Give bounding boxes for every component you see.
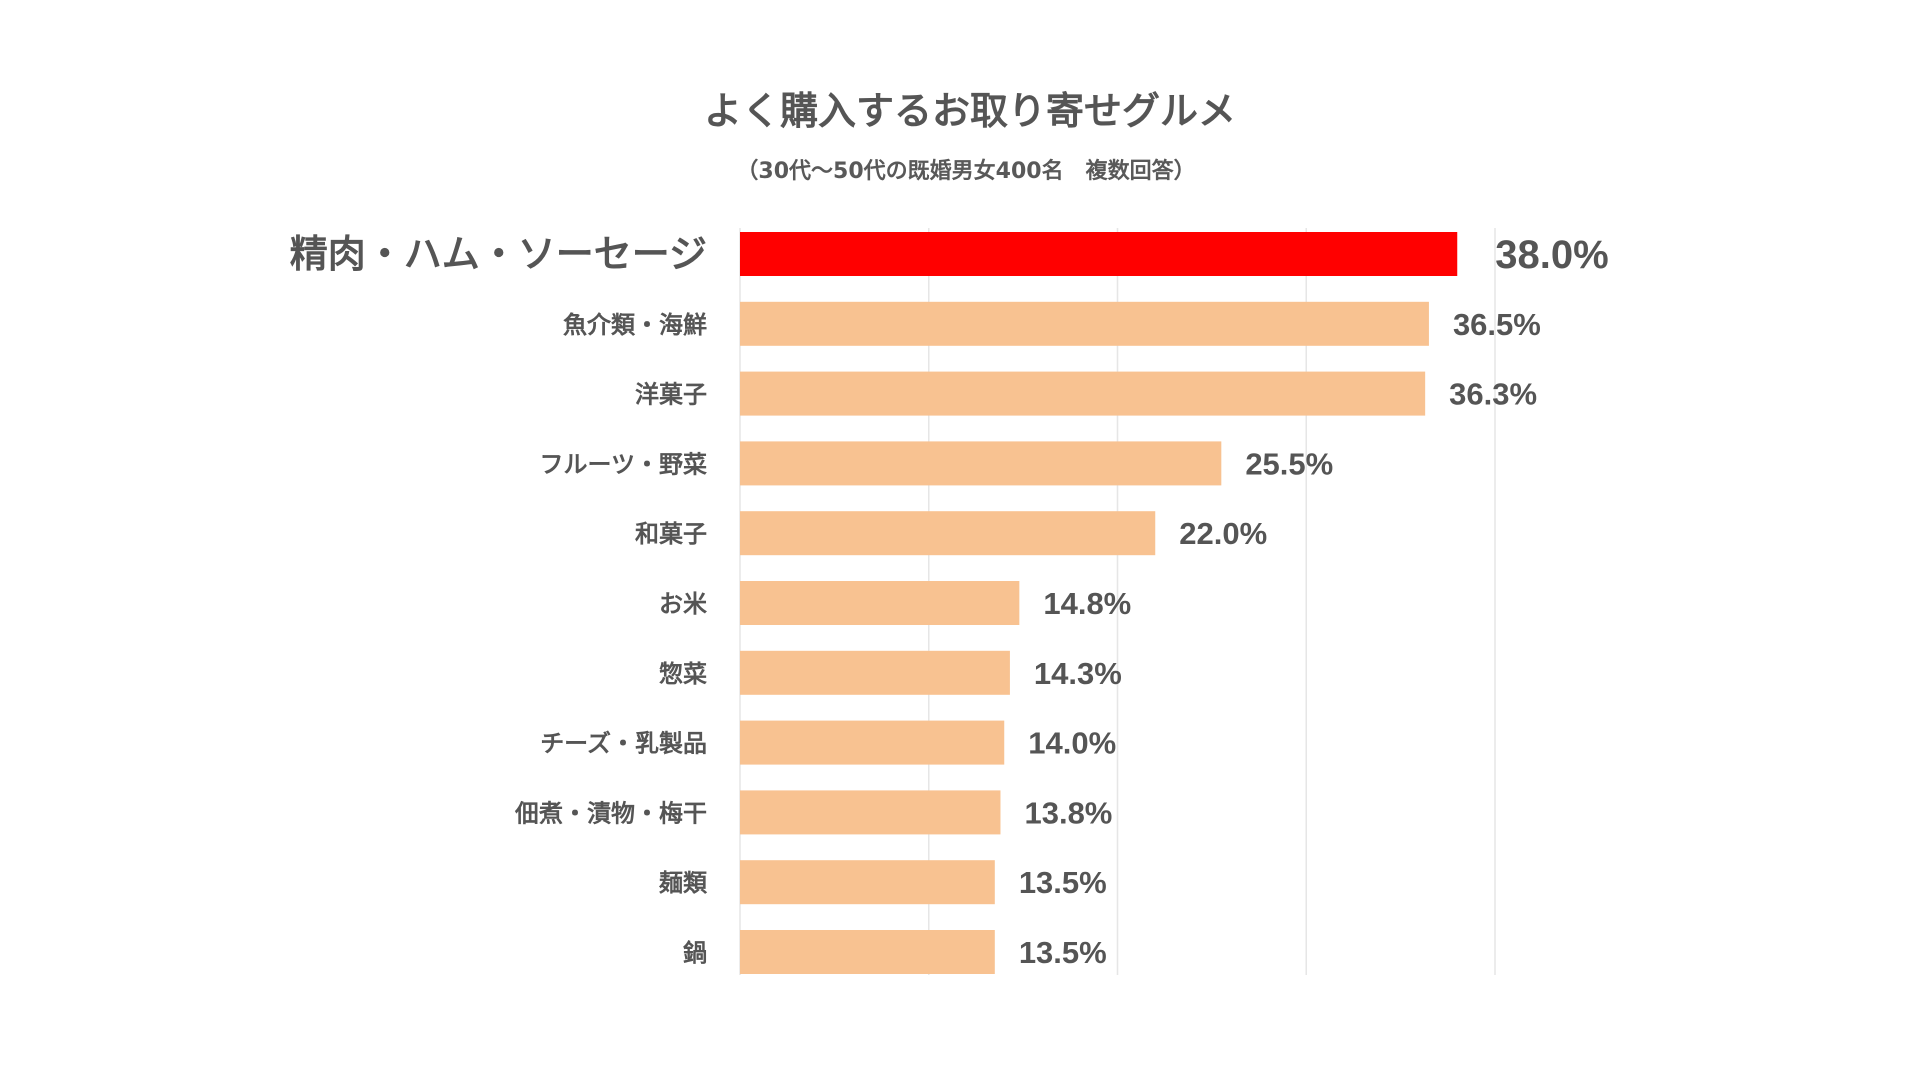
category-label: 精肉・ハム・ソーセージ — [290, 232, 707, 276]
category-label: チーズ・乳製品 — [540, 730, 707, 758]
bar — [740, 790, 1001, 835]
category-label: 麺類 — [658, 869, 708, 897]
bar — [740, 441, 1222, 486]
category-label: 魚介類・海鮮 — [563, 311, 707, 339]
bar — [740, 232, 1458, 276]
bars — [740, 232, 1458, 974]
bar — [740, 581, 1020, 625]
bar — [740, 930, 995, 974]
value-label: 13.5% — [1019, 935, 1107, 970]
bar — [740, 371, 1426, 416]
category-label: お米 — [659, 590, 707, 618]
gridlines — [739, 228, 1496, 975]
value-label: 36.5% — [1453, 307, 1541, 342]
value-label: 36.3% — [1449, 377, 1537, 412]
value-labels: 38.0% 36.5% 36.3% 25.5% 22.0% 14.8% 14.3% 14.0%… — [1019, 233, 1609, 970]
value-label: 14.8% — [1043, 586, 1131, 621]
value-label: 13.8% — [1024, 795, 1112, 830]
bar — [740, 301, 1429, 346]
category-labels: 精肉・ハム・ソーセージ魚介類・海鮮洋菓子フルーツ・野菜和菓子お米惣菜チーズ・乳製… — [290, 232, 708, 967]
bar — [740, 860, 995, 905]
category-label: 和菓子 — [635, 520, 707, 548]
value-label: 14.0% — [1028, 726, 1116, 761]
value-label: 22.0% — [1179, 516, 1267, 551]
category-label: 惣菜 — [659, 660, 707, 688]
value-label: 25.5% — [1245, 446, 1333, 481]
bar — [740, 720, 1005, 765]
category-label: 洋菓子 — [635, 381, 707, 409]
value-label: 38.0% — [1495, 233, 1608, 277]
category-label: 佃煮・漬物・梅干 — [514, 799, 707, 827]
value-label: 13.5% — [1019, 865, 1107, 900]
category-label: 鍋 — [683, 939, 707, 967]
chart-title: よく購入するお取り寄せグルメ — [704, 89, 1236, 133]
category-label: フルーツ・野菜 — [539, 450, 707, 478]
value-label: 14.3% — [1034, 656, 1122, 691]
bar — [740, 650, 1010, 695]
chart-subtitle: （30代〜50代の既婚男女400名 複数回答） — [736, 158, 1195, 184]
bar — [740, 511, 1156, 556]
